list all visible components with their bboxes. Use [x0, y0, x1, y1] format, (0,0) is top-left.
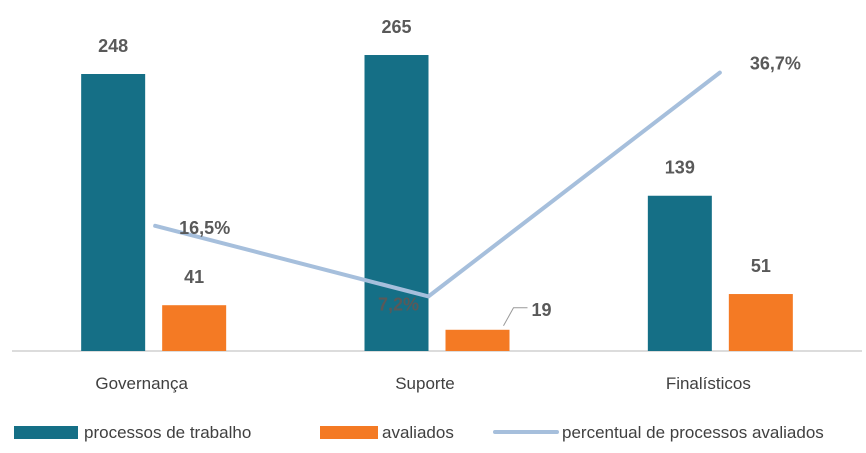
bar-avaliados-1 — [445, 329, 510, 351]
legend-swatch-0 — [14, 426, 78, 439]
category-label-1: Suporte — [395, 374, 455, 393]
bar-value-label-processos-0: 248 — [98, 36, 128, 56]
bar-value-label-avaliados-0: 41 — [184, 267, 204, 287]
bar-processos-2 — [647, 195, 712, 351]
percentual-line — [153, 70, 722, 299]
percentual-label-2: 36,7% — [750, 54, 801, 74]
bar-value-label-processos-1: 265 — [381, 17, 411, 37]
percentual-label-0: 16,5% — [179, 218, 230, 238]
category-label-2: Finalísticos — [666, 374, 751, 393]
bar-processos-0 — [81, 74, 146, 351]
bar-value-label-avaliados-2: 51 — [751, 256, 771, 276]
legend-label-0: processos de trabalho — [84, 423, 251, 442]
category-label-0: Governança — [95, 374, 188, 393]
legend-swatch-1 — [320, 426, 378, 439]
leader-line-1 — [503, 307, 528, 327]
bar-processos-1 — [364, 55, 429, 352]
legend-label-1: avaliados — [382, 423, 454, 442]
legend-label-2: percentual de processos avaliados — [562, 423, 824, 442]
bar-avaliados-0 — [162, 305, 227, 351]
bar-avaliados-2 — [728, 294, 793, 351]
bar-value-label-avaliados-1: 19 — [532, 300, 552, 320]
bar-value-label-processos-2: 139 — [665, 158, 695, 178]
percentual-label-1: 7,2% — [378, 294, 419, 314]
